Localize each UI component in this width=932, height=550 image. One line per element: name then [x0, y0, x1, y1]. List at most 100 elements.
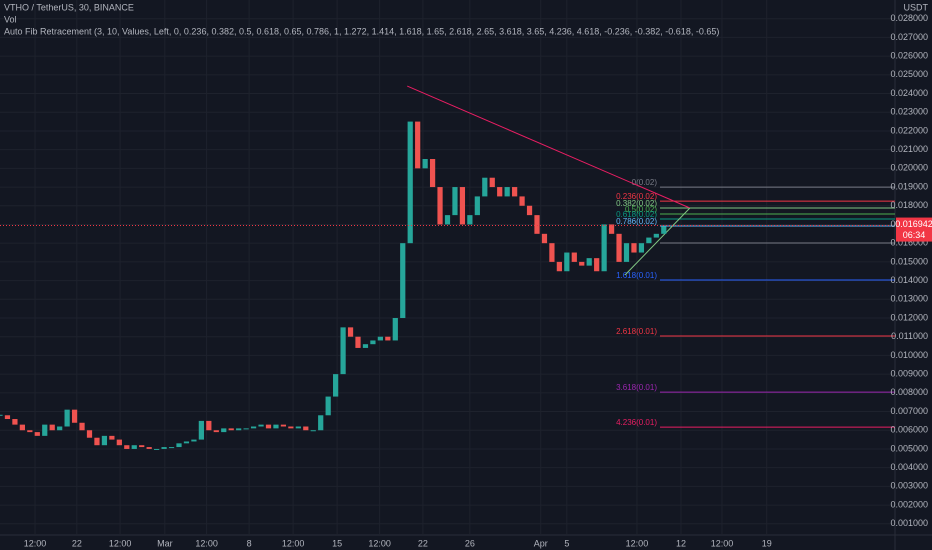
candle: [362, 344, 369, 348]
indicator-label[interactable]: Auto Fib Retracement (3, 10, Values, Lef…: [4, 26, 719, 36]
x-tick-label: 12:00: [109, 538, 132, 548]
x-tick-label: 26: [465, 538, 475, 548]
candle: [243, 428, 249, 430]
candle: [407, 121, 413, 244]
candle: [213, 430, 219, 433]
x-tick-label: 12:00: [282, 538, 305, 548]
x-tick-label: 12:00: [711, 538, 734, 548]
candle: [608, 224, 615, 234]
x-tick-label: Mar: [157, 538, 173, 548]
candle: [444, 215, 451, 225]
candle: [340, 327, 346, 375]
y-tick-label: 0.018000: [890, 200, 928, 210]
candle: [168, 447, 175, 449]
candle: [601, 224, 607, 272]
candle: [273, 424, 279, 429]
x-tick-label: 12:00: [195, 538, 218, 548]
candle: [467, 215, 473, 225]
candle: [139, 445, 145, 448]
candle: [392, 318, 398, 341]
candle: [504, 187, 510, 197]
chart-title[interactable]: VTHO / TetherUS, 30, BINANCE: [4, 2, 134, 12]
currency: USDT: [904, 2, 929, 12]
y-tick-label: 0.020000: [890, 163, 928, 173]
candle: [280, 424, 287, 427]
candle: [86, 430, 93, 438]
candle: [646, 237, 652, 244]
candle: [519, 196, 525, 206]
y-tick-label: 0.023000: [890, 107, 928, 117]
y-tick-label: 0.011000: [891, 331, 928, 341]
y-tick-label: 0.003000: [890, 481, 928, 491]
y-tick-label: 0.027000: [890, 32, 928, 42]
candle: [325, 396, 331, 416]
y-tick-label: 0.004000: [890, 462, 928, 472]
volume-label[interactable]: Vol: [4, 14, 17, 24]
x-tick-label: 19: [762, 538, 772, 548]
y-tick-label: 0.001000: [890, 518, 928, 528]
candle: [71, 409, 78, 423]
y-tick-label: 0.010000: [890, 350, 928, 360]
candle: [474, 196, 480, 216]
y-tick-label: 0.019000: [890, 181, 928, 191]
candle: [594, 258, 600, 272]
x-tick-label: 22: [72, 538, 82, 548]
candle: [556, 261, 562, 272]
y-tick-label: 0.008000: [890, 387, 928, 397]
y-tick-label: 0.006000: [890, 425, 928, 435]
y-tick-label: 0.009000: [890, 369, 928, 379]
candle: [146, 447, 152, 449]
y-tick-label: 0.002000: [890, 499, 928, 509]
candle: [333, 374, 339, 397]
trend-line: [624, 207, 691, 276]
candle: [429, 159, 436, 188]
candle: [437, 187, 443, 225]
x-tick-label: 22: [418, 538, 428, 548]
candle: [385, 336, 391, 341]
x-tick-label: Apr: [534, 538, 548, 548]
candle: [27, 430, 33, 433]
candle: [482, 177, 488, 197]
candle: [154, 448, 160, 450]
candle: [355, 336, 361, 348]
y-tick-label: 0.005000: [890, 443, 928, 453]
candle: [303, 426, 309, 431]
candle: [258, 424, 264, 427]
candle: [586, 258, 592, 266]
candle: [131, 445, 137, 449]
candle: [422, 159, 428, 169]
candle: [661, 226, 667, 234]
fib-label: 0.786(0.02): [616, 217, 657, 226]
candle: [541, 233, 548, 244]
candle: [116, 439, 122, 446]
candle: [228, 428, 234, 431]
candle: [571, 252, 577, 262]
candle: [94, 437, 100, 446]
candle: [19, 424, 25, 431]
candle: [512, 187, 518, 197]
candle: [109, 435, 115, 440]
candle: [198, 420, 204, 440]
y-tick-label: 0.025000: [890, 69, 928, 79]
y-tick-label: 0.026000: [890, 50, 928, 60]
candle: [377, 336, 383, 341]
x-tick-label: 12: [676, 538, 686, 548]
candle: [191, 439, 197, 442]
candle: [318, 415, 324, 431]
plot: 0(0.02)0.236(0.02)0.382(0.02)0.5(0.02)0.…: [0, 0, 895, 535]
candle: [49, 424, 55, 431]
candle: [265, 424, 272, 429]
y-tick-label: 0.015000: [890, 256, 928, 266]
fib-label: 4.236(0.01): [616, 418, 657, 427]
candle: [489, 177, 495, 188]
y-tick-label: 0.028000: [890, 13, 928, 23]
candle: [183, 441, 190, 444]
candle: [221, 428, 227, 433]
fib-label: 1.618(0.01): [616, 271, 657, 280]
candle: [64, 409, 70, 427]
fib-label: 0.618(0.02): [616, 210, 657, 219]
candle: [623, 243, 630, 262]
x-tick-label: 8: [247, 538, 252, 548]
y-tick-label: 0.012000: [890, 312, 928, 322]
